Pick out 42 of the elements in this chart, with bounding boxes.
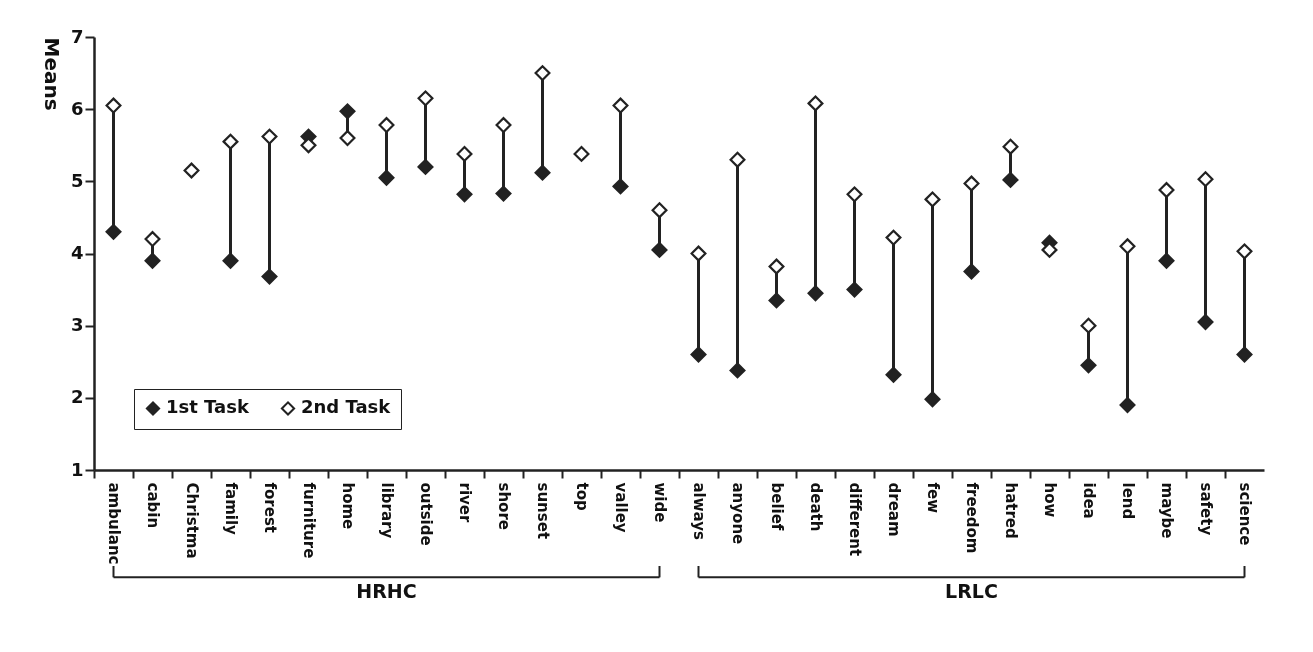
x-tick-label: dream <box>884 482 903 537</box>
x-tick-label: wide <box>650 482 669 523</box>
x-tick-label: hatred <box>1001 482 1020 539</box>
x-tick-label: always <box>689 482 708 541</box>
y-tick-label: 4 <box>70 242 84 263</box>
x-tick-label: maybe <box>1157 482 1176 539</box>
text: LRLC <box>945 580 998 603</box>
x-tick-label: outside <box>416 482 435 546</box>
x-tick-label: how <box>1040 482 1059 518</box>
x-tick-label: anyone <box>728 482 747 545</box>
legend-label: 1st Task <box>166 396 250 418</box>
x-tick-label: furniture <box>299 482 318 559</box>
x-tick-label: forest <box>260 482 279 534</box>
legend-label: 2nd Task <box>301 396 392 418</box>
y-tick-label: 6 <box>70 97 84 119</box>
x-tick-label: belief <box>767 482 786 531</box>
x-tick-label: sunset <box>533 482 552 540</box>
x-tick-label: family <box>221 482 240 536</box>
x-tick-label: lend <box>1118 482 1137 520</box>
x-tick-label: science <box>1235 482 1254 546</box>
x-tick-label: top <box>572 482 591 511</box>
y-tick-label: 1 <box>70 458 84 480</box>
y-tick-label: 2 <box>70 386 84 408</box>
x-tick-label: ambulanc <box>104 482 123 565</box>
x-tick-label: freedom <box>962 482 981 554</box>
x-tick-label: cabin <box>143 482 162 529</box>
x-tick-label: river <box>455 482 474 523</box>
x-tick-label: idea <box>1079 482 1098 519</box>
x-tick-label: Christma <box>182 482 201 559</box>
y-axis-title: Means <box>39 37 64 111</box>
x-tick-label: valley <box>611 482 630 533</box>
x-tick-label: library <box>377 482 396 539</box>
text: HRHC <box>356 580 417 603</box>
x-tick-label: few <box>923 482 942 514</box>
x-tick-label: death <box>806 482 825 532</box>
x-tick-label: different <box>845 482 864 557</box>
x-tick-label: shore <box>494 482 513 530</box>
x-tick-label: home <box>338 482 357 530</box>
y-tick-label: 3 <box>70 314 84 336</box>
x-tick-label: safety <box>1196 482 1215 536</box>
y-tick-label: 5 <box>70 169 84 191</box>
y-tick-label: 7 <box>70 25 84 47</box>
